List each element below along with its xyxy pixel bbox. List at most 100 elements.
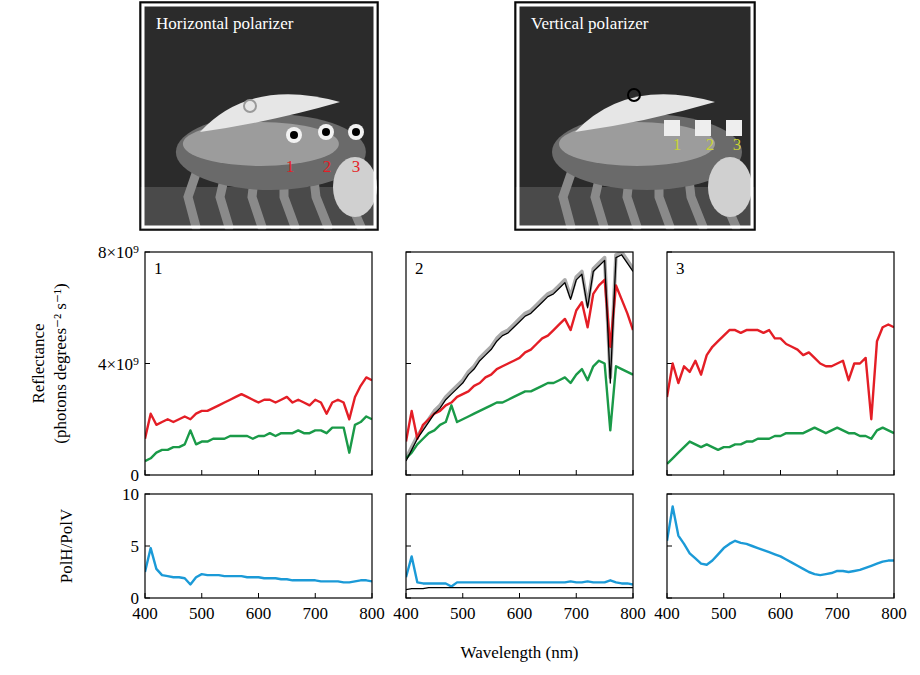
x-tick <box>258 593 259 598</box>
x-tick-label: 800 <box>359 604 385 623</box>
x-tick-label: 700 <box>303 604 329 623</box>
plot-data <box>145 548 372 584</box>
photo-spot <box>695 120 711 136</box>
x-tick <box>315 470 316 475</box>
plot-frame <box>406 494 633 598</box>
panel: 3 <box>667 252 894 475</box>
x-tick <box>576 593 577 598</box>
y-tick-label: 10 <box>122 485 139 504</box>
x-tick <box>315 593 316 598</box>
photo-frame <box>518 5 752 227</box>
y-tick-label: 8×10⁹ <box>98 243 139 262</box>
x-tick-label: 600 <box>246 604 272 623</box>
x-tick <box>258 470 259 475</box>
y-axis-title: Reflectance <box>29 323 48 403</box>
x-tick <box>780 470 781 475</box>
photo-spot <box>286 127 302 143</box>
photo-content <box>515 89 755 230</box>
plot-frame <box>667 494 894 598</box>
panel: 2 <box>406 252 633 475</box>
y-tick <box>667 363 672 364</box>
x-tick <box>723 593 724 598</box>
x-tick-label: 600 <box>507 604 533 623</box>
y-axis-title: PolH/PolV <box>57 508 76 583</box>
photo-title: Vertical polarizer <box>531 14 649 33</box>
x-tick-label: 500 <box>711 604 737 623</box>
x-tick <box>837 593 838 598</box>
x-tick <box>780 593 781 598</box>
series-line <box>406 556 633 586</box>
y-tick <box>406 363 411 364</box>
photo-marker <box>244 100 256 112</box>
photo-label: 3 <box>352 157 361 176</box>
photo-border <box>515 2 755 230</box>
plot-data <box>406 556 633 589</box>
plot-data <box>667 324 894 463</box>
photo-spot-dot <box>352 128 360 136</box>
series-line <box>145 377 372 438</box>
x-tick-label: 400 <box>393 604 419 623</box>
x-tick-label: 800 <box>881 604 907 623</box>
x-tick <box>576 470 577 475</box>
y-tick-label: 0 <box>131 589 140 608</box>
series-line <box>667 324 894 419</box>
plot-data <box>667 506 894 575</box>
series-line <box>667 428 894 464</box>
photo-label: 1 <box>286 157 295 176</box>
panel-number: 3 <box>676 259 685 278</box>
x-tick-label: 800 <box>620 604 646 623</box>
x-tick <box>201 593 202 598</box>
x-tick-label: 700 <box>564 604 590 623</box>
x-tick <box>462 470 463 475</box>
series-line <box>406 588 633 590</box>
photo: Vertical polarizer123 <box>515 2 755 232</box>
y-tick-label: 5 <box>131 537 140 556</box>
plot-frame <box>145 252 372 475</box>
photo-claw <box>333 157 377 217</box>
x-tick <box>723 470 724 475</box>
plot-data <box>145 377 372 461</box>
x-tick-label: 600 <box>768 604 794 623</box>
x-tick <box>519 593 520 598</box>
panel: 400500600700800 <box>654 494 907 623</box>
panel: 04×10⁹8×10⁹1Reflectance(photons degrees⁻… <box>29 243 372 485</box>
photo-carapace <box>200 94 340 132</box>
x-tick-label: 500 <box>189 604 215 623</box>
photo-claw <box>708 157 752 217</box>
plot-frame <box>145 494 372 598</box>
photo-border <box>140 2 378 230</box>
y-tick <box>145 363 150 364</box>
series-line <box>406 255 633 461</box>
series-line <box>145 416 372 461</box>
photo-frame <box>143 5 375 227</box>
photo-carapace <box>575 94 715 132</box>
photo-spot-dot <box>322 128 330 136</box>
x-tick <box>462 593 463 598</box>
panel: 4005006007008000510PolH/PolV <box>57 485 385 623</box>
series-line <box>667 506 894 575</box>
plot-frame <box>406 252 633 475</box>
plot-data <box>406 252 633 461</box>
figure: Horizontal polarizer 1 2 3 Vertical polarize… <box>0 0 920 675</box>
y-tick-label: 0 <box>131 466 140 485</box>
photo-spot <box>664 120 680 136</box>
photo-label: 2 <box>323 157 332 176</box>
photo-title: Horizontal polarizer <box>156 14 294 33</box>
x-tick-label: 700 <box>825 604 851 623</box>
x-tick-label: 500 <box>450 604 476 623</box>
x-tick <box>837 470 838 475</box>
panel-number: 2 <box>415 259 424 278</box>
y-tick-label: 4×10⁹ <box>98 355 139 374</box>
panel-number: 1 <box>154 259 163 278</box>
plot-frame <box>667 252 894 475</box>
series-line <box>145 548 372 584</box>
y-tick <box>145 546 150 547</box>
photo-label: 1 <box>673 135 682 154</box>
y-tick <box>667 546 672 547</box>
photo: Horizontal polarizer 1 2 3 <box>140 2 378 232</box>
photo-label: 3 <box>733 135 742 154</box>
series-line <box>406 252 633 458</box>
x-tick <box>519 470 520 475</box>
series-line <box>406 361 633 459</box>
photo-spot <box>726 120 742 136</box>
